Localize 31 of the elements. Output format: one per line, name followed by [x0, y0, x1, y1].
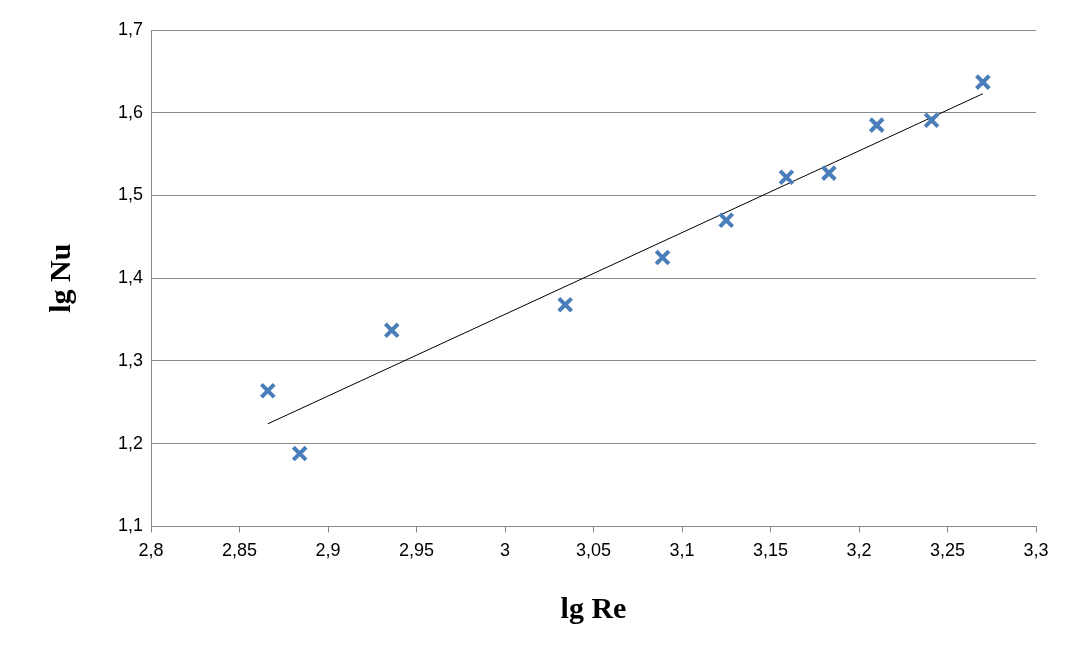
x-tick-label: 3 — [500, 540, 511, 561]
y-tick-label: 1,6 — [117, 101, 144, 122]
point — [556, 296, 574, 314]
point — [778, 168, 795, 186]
x-tick-label: 3,15 — [752, 540, 789, 561]
x-axis-title: lg Re — [560, 590, 627, 624]
point — [259, 382, 277, 400]
point — [868, 116, 886, 134]
x-tick-label: 3,05 — [575, 540, 612, 561]
point — [820, 164, 838, 182]
y-axis-title: lg Nu — [42, 243, 76, 313]
point — [974, 73, 992, 91]
y-tick-label: 1,3 — [117, 349, 144, 370]
x-tick-label: 2,95 — [398, 540, 435, 561]
x-tick-label: 3,25 — [929, 540, 966, 561]
y-tick-label: 1,5 — [117, 184, 144, 205]
y-tick-label: 1,1 — [117, 515, 144, 536]
x-tick-label: 3,3 — [1023, 540, 1049, 561]
point — [383, 321, 401, 339]
point — [654, 249, 671, 266]
x-tick-label: 3,1 — [669, 540, 695, 561]
x-tick-label: 2,85 — [222, 540, 258, 561]
y-tick-label: 1,4 — [117, 267, 144, 288]
point — [717, 211, 735, 229]
x-tick-label: 2,9 — [315, 540, 341, 561]
point — [291, 445, 309, 462]
x-tick-label: 2,8 — [138, 540, 164, 561]
y-tick-label: 1,7 — [117, 18, 144, 39]
y-tick-label: 1,2 — [117, 432, 144, 453]
x-tick-label: 3,2 — [846, 540, 872, 561]
point — [923, 111, 940, 129]
